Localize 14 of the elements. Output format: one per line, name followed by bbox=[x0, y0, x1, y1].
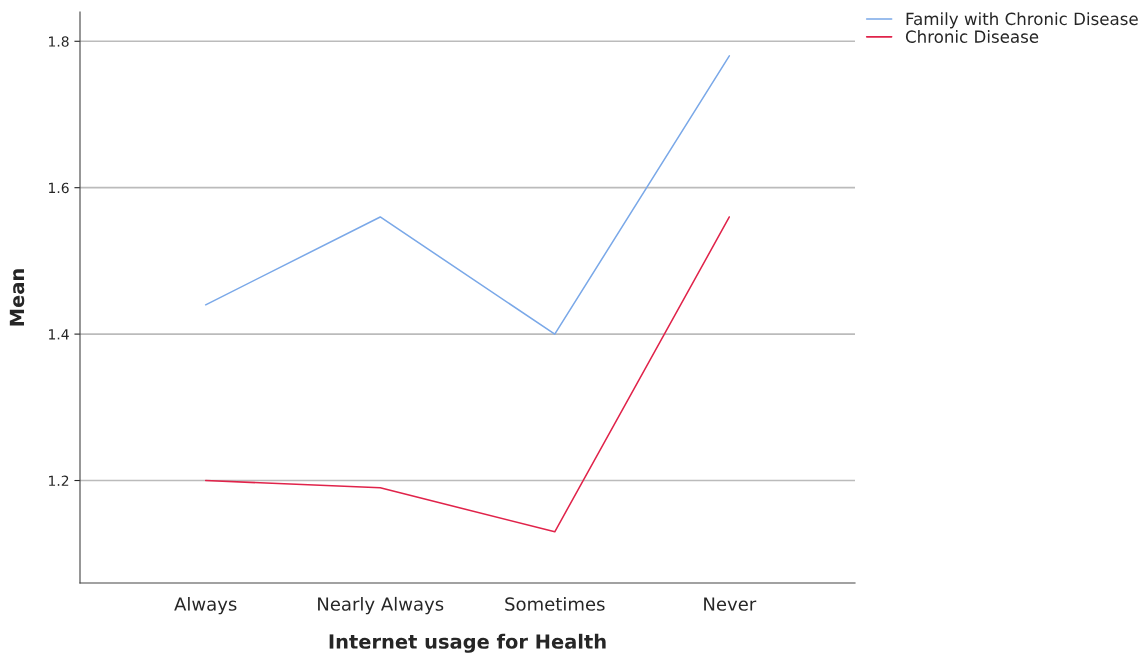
y-tick-label: 1.4 bbox=[49, 329, 69, 340]
x-tick-label: Sometimes bbox=[505, 596, 605, 611]
y-tick-label: 1.8 bbox=[49, 36, 69, 47]
y-tick-label: 1.2 bbox=[49, 475, 69, 486]
line-series bbox=[204, 55, 731, 335]
legend-label: Chronic Disease bbox=[905, 30, 1039, 43]
x-tick-label: Nearly Always bbox=[318, 596, 444, 615]
y-axis-title: Mean bbox=[9, 269, 25, 326]
x-axis-title: Internet usage for Health bbox=[329, 633, 606, 653]
line-series bbox=[204, 216, 731, 533]
x-tick-label: Always bbox=[174, 596, 237, 615]
y-tick-label: 1.6 bbox=[49, 182, 69, 194]
x-tick-label: Never bbox=[704, 597, 757, 611]
legend-label: Family with Chronic Disease bbox=[906, 12, 1138, 29]
